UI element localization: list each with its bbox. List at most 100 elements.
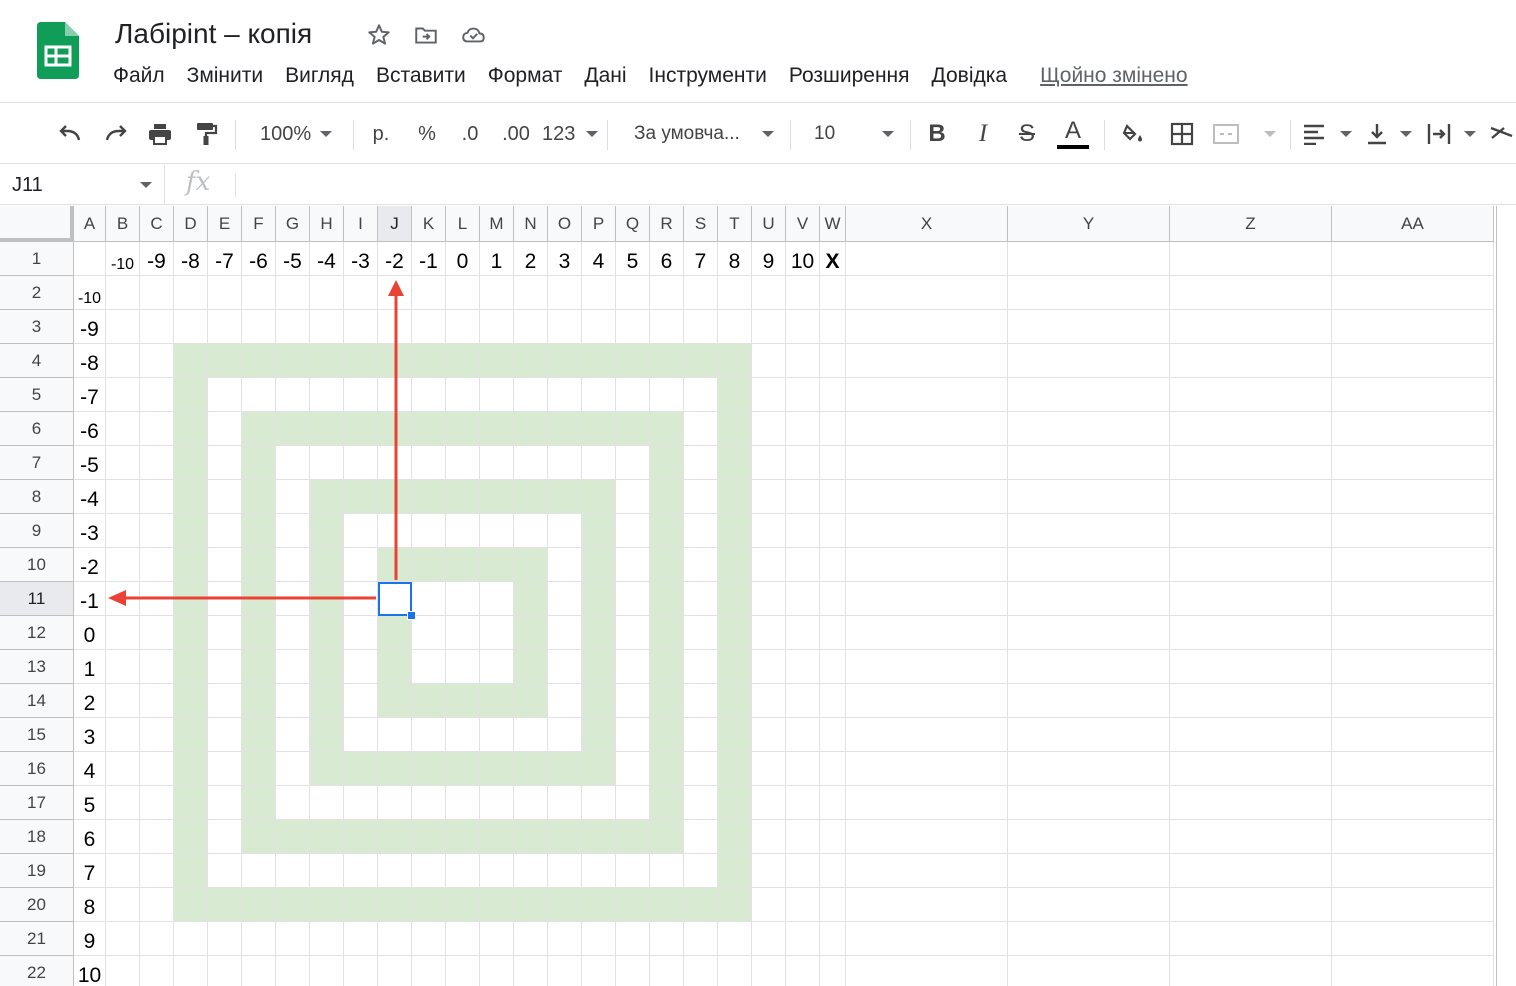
cell-z7[interactable] [1170, 446, 1332, 480]
cell-p3[interactable] [582, 310, 616, 344]
cell-q16[interactable] [616, 752, 650, 786]
cell-d22[interactable] [174, 956, 208, 986]
cell-c16[interactable] [140, 752, 174, 786]
cell-x21[interactable] [846, 922, 1008, 956]
zoom-select[interactable]: 100% [248, 114, 344, 154]
cell-d8[interactable] [174, 480, 208, 514]
column-header-a[interactable]: A [74, 206, 106, 242]
cell-x6[interactable] [846, 412, 1008, 446]
cell-w21[interactable] [820, 922, 846, 956]
cell-j9[interactable] [378, 514, 412, 548]
cell-aa8[interactable] [1332, 480, 1494, 514]
cell-i12[interactable] [344, 616, 378, 650]
column-header-b[interactable]: B [106, 206, 140, 242]
cell-g4[interactable] [276, 344, 310, 378]
menu-view[interactable]: Вигляд [285, 64, 354, 87]
cell-e5[interactable] [208, 378, 242, 412]
column-header-x[interactable]: X [846, 206, 1008, 242]
row-header-18[interactable]: 18 [0, 820, 74, 854]
cell-k16[interactable] [412, 752, 446, 786]
redo-icon[interactable] [98, 114, 134, 154]
cell-o12[interactable] [548, 616, 582, 650]
cell-f9[interactable] [242, 514, 276, 548]
cell-a17[interactable]: 5 [74, 786, 106, 820]
cell-t7[interactable] [718, 446, 752, 480]
cell-c15[interactable] [140, 718, 174, 752]
paint-format-icon[interactable] [188, 114, 224, 154]
cell-n14[interactable] [514, 684, 548, 718]
cell-c4[interactable] [140, 344, 174, 378]
text-rotation-icon[interactable] [1488, 114, 1516, 154]
cell-y22[interactable] [1008, 956, 1170, 986]
cell-a6[interactable]: -6 [74, 412, 106, 446]
cell-b21[interactable] [106, 922, 140, 956]
cell-d9[interactable] [174, 514, 208, 548]
column-header-aa[interactable]: AA [1332, 206, 1494, 242]
cell-j15[interactable] [378, 718, 412, 752]
cell-s19[interactable] [684, 854, 718, 888]
row-header-7[interactable]: 7 [0, 446, 74, 480]
cell-w22[interactable] [820, 956, 846, 986]
cell-z1[interactable] [1170, 242, 1332, 276]
cell-o1[interactable]: 3 [548, 242, 582, 276]
cell-x11[interactable] [846, 582, 1008, 616]
cell-b2[interactable] [106, 276, 140, 310]
cell-t21[interactable] [718, 922, 752, 956]
cell-g16[interactable] [276, 752, 310, 786]
cell-j5[interactable] [378, 378, 412, 412]
cell-t8[interactable] [718, 480, 752, 514]
cell-h4[interactable] [310, 344, 344, 378]
cell-m1[interactable]: 1 [480, 242, 514, 276]
cell-n19[interactable] [514, 854, 548, 888]
cell-e12[interactable] [208, 616, 242, 650]
row-header-20[interactable]: 20 [0, 888, 74, 922]
column-header-s[interactable]: S [684, 206, 718, 242]
cell-q13[interactable] [616, 650, 650, 684]
cell-aa1[interactable] [1332, 242, 1494, 276]
cell-b20[interactable] [106, 888, 140, 922]
cell-f8[interactable] [242, 480, 276, 514]
cell-i8[interactable] [344, 480, 378, 514]
cell-u13[interactable] [752, 650, 786, 684]
cell-x12[interactable] [846, 616, 1008, 650]
cell-v19[interactable] [786, 854, 820, 888]
cell-z8[interactable] [1170, 480, 1332, 514]
cell-w7[interactable] [820, 446, 846, 480]
cell-r3[interactable] [650, 310, 684, 344]
cell-g17[interactable] [276, 786, 310, 820]
cell-x10[interactable] [846, 548, 1008, 582]
sheets-logo-icon[interactable] [37, 22, 79, 79]
cell-u1[interactable]: 9 [752, 242, 786, 276]
document-title[interactable]: Лабірint – копія [115, 18, 313, 49]
cell-t3[interactable] [718, 310, 752, 344]
cell-z16[interactable] [1170, 752, 1332, 786]
cell-h6[interactable] [310, 412, 344, 446]
cell-f18[interactable] [242, 820, 276, 854]
cell-d6[interactable] [174, 412, 208, 446]
cell-d21[interactable] [174, 922, 208, 956]
italic-button[interactable]: I [978, 120, 988, 147]
cell-h11[interactable] [310, 582, 344, 616]
cell-r20[interactable] [650, 888, 684, 922]
cell-l8[interactable] [446, 480, 480, 514]
cell-k20[interactable] [412, 888, 446, 922]
cell-m4[interactable] [480, 344, 514, 378]
cell-u22[interactable] [752, 956, 786, 986]
cell-p9[interactable] [582, 514, 616, 548]
cell-n16[interactable] [514, 752, 548, 786]
cell-q20[interactable] [616, 888, 650, 922]
cell-b11[interactable] [106, 582, 140, 616]
cell-y17[interactable] [1008, 786, 1170, 820]
decrease-decimal-button[interactable]: .0 [452, 114, 488, 154]
cell-p16[interactable] [582, 752, 616, 786]
column-header-q[interactable]: Q [616, 206, 650, 242]
cell-x14[interactable] [846, 684, 1008, 718]
cell-g1[interactable]: -5 [276, 242, 310, 276]
cell-o17[interactable] [548, 786, 582, 820]
cell-g8[interactable] [276, 480, 310, 514]
cell-a10[interactable]: -2 [74, 548, 106, 582]
cell-q6[interactable] [616, 412, 650, 446]
merge-cells-icon[interactable] [1212, 114, 1276, 154]
cell-k3[interactable] [412, 310, 446, 344]
cell-v15[interactable] [786, 718, 820, 752]
